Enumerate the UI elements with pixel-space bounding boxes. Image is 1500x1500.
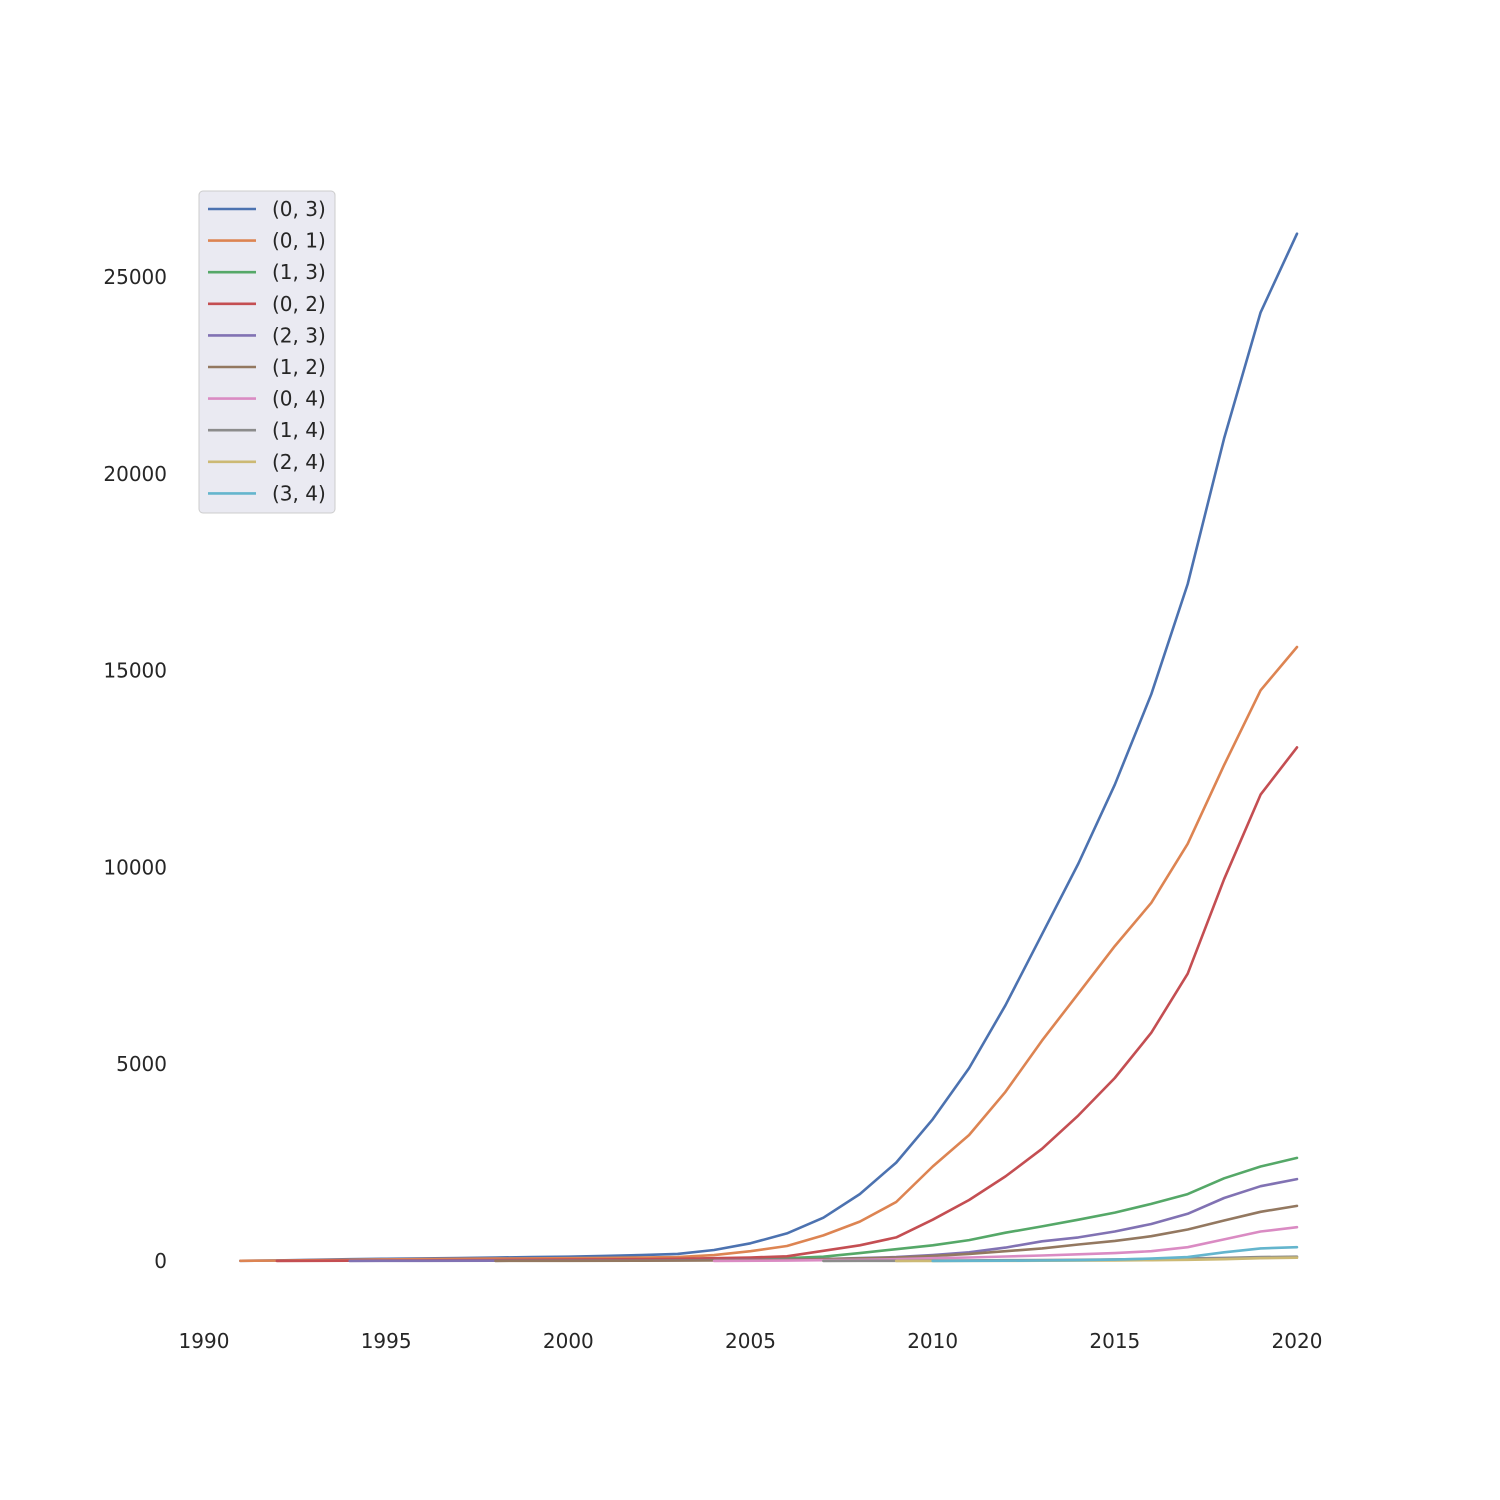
series-line-3	[275, 746, 1299, 1263]
y-tick-label: 5000	[116, 1052, 167, 1076]
y-tick-label: 15000	[103, 659, 167, 683]
x-axis-ticks: 1990 1995 2000 2005 2010 2015 2020	[179, 1329, 1323, 1353]
series-line-0	[239, 232, 1299, 1263]
legend: (0, 3) (0, 1) (1, 3) (0, 2) (2, 3) (1, 2) (0, …	[198, 190, 336, 514]
legend-label: (0, 1)	[272, 229, 326, 253]
y-tick-label: 20000	[103, 462, 167, 486]
series-line-1	[239, 645, 1299, 1263]
legend-label: (1, 2)	[272, 355, 326, 379]
legend-label: (2, 3)	[272, 323, 326, 347]
legend-label: (0, 3)	[272, 197, 326, 221]
legend-label: (1, 3)	[272, 260, 326, 284]
legend-label: (0, 2)	[272, 292, 326, 316]
legend-label: (1, 4)	[272, 418, 326, 442]
x-tick-label: 2015	[1089, 1329, 1140, 1353]
series-lines	[239, 232, 1299, 1263]
x-tick-label: 1995	[361, 1329, 412, 1353]
series-line-4	[348, 1177, 1299, 1263]
series-line-2	[712, 1156, 1299, 1262]
legend-label: (0, 4)	[272, 387, 326, 411]
x-tick-label: 2020	[1272, 1329, 1323, 1353]
series-line-9	[931, 1245, 1299, 1263]
x-tick-label: 2010	[907, 1329, 958, 1353]
y-tick-label: 10000	[103, 855, 167, 879]
y-tick-label: 25000	[103, 265, 167, 289]
x-tick-label: 2000	[543, 1329, 594, 1353]
x-tick-label: 1990	[179, 1329, 230, 1353]
y-axis-ticks: 0 5000 10000 15000 20000 25000	[103, 265, 167, 1273]
legend-label: (3, 4)	[272, 481, 326, 505]
y-tick-label: 0	[154, 1249, 167, 1273]
series-line-5	[494, 1204, 1299, 1263]
legend-label: (2, 4)	[272, 450, 326, 474]
x-tick-label: 2005	[725, 1329, 776, 1353]
